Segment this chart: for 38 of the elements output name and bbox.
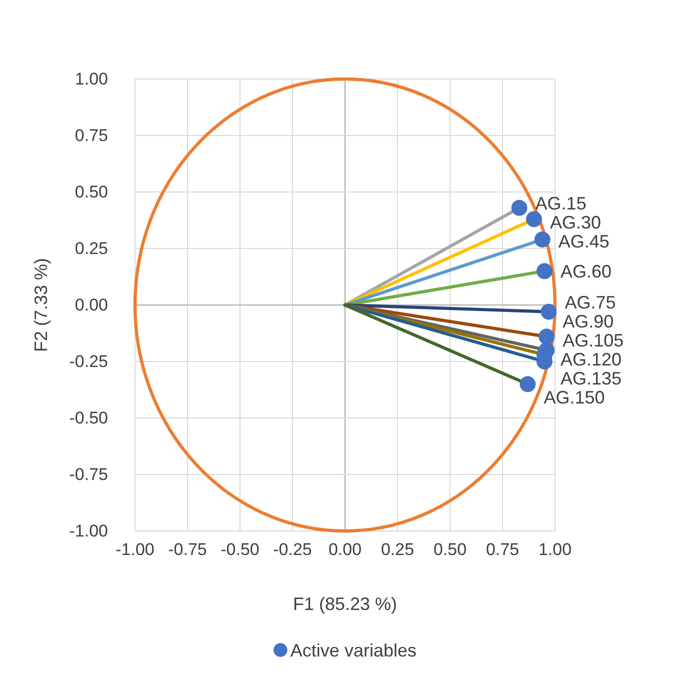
annotation: AG.135 — [560, 368, 622, 389]
y-tick-label: 0.25 — [74, 238, 108, 258]
annotation: AG.45 — [558, 231, 610, 252]
y-tick-label: -0.25 — [69, 352, 108, 371]
x-tick-label: 1.00 — [538, 540, 572, 560]
y-tick-label: 0.00 — [74, 295, 108, 314]
point — [540, 304, 557, 320]
y-tick-label: 0.50 — [74, 182, 108, 202]
x-tick-label: -0.50 — [220, 540, 260, 560]
y-tick-label: 0.75 — [74, 126, 108, 145]
annotation: AG.75 — [564, 292, 616, 313]
annotation: AG.30 — [550, 212, 602, 232]
annotation: AG.90 — [562, 312, 614, 332]
x-tick-label: 0.75 — [486, 540, 520, 560]
annotation: AG.120 — [560, 350, 622, 370]
y-axis-title: F2 (7.33 %) — [31, 258, 51, 352]
annotation: AG.150 — [544, 388, 605, 408]
y-tick-label: -1.00 — [69, 521, 108, 540]
point — [520, 376, 536, 392]
annotation: AG.60 — [560, 261, 612, 282]
x-tick-label: -0.25 — [273, 540, 312, 560]
x-tick-label: 0.00 — [328, 540, 362, 560]
point — [536, 263, 552, 280]
annotation: AG.105 — [562, 330, 624, 351]
point — [511, 200, 528, 216]
annotation: AG.15 — [535, 193, 586, 214]
y-tick-label: 1.00 — [74, 69, 108, 88]
x-tick-label: 0.25 — [380, 540, 414, 560]
x-tick-label: 0.50 — [433, 540, 467, 560]
y-tick-label: -0.75 — [69, 464, 108, 484]
point — [526, 211, 542, 228]
legend-label: Active variables — [290, 640, 416, 660]
x-tick-label: -0.75 — [168, 540, 207, 560]
x-axis-title: F1 (85.23 %) — [292, 594, 398, 614]
point — [534, 231, 550, 248]
y-tick-label: -0.50 — [69, 408, 108, 428]
point — [538, 328, 555, 345]
x-tick-label: -1.00 — [116, 540, 154, 560]
